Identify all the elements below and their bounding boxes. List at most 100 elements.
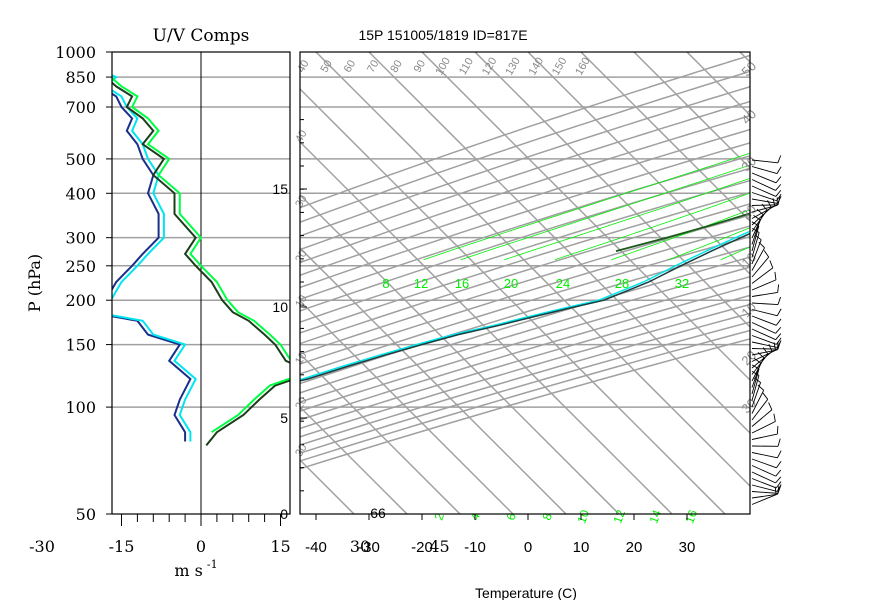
skewt-left-edge-label: 30: [293, 442, 310, 459]
skewt-isotherm: [739, 52, 750, 64]
skewt-dry-adiabat: [300, 128, 750, 277]
wind-barb-flag: [775, 184, 782, 191]
skewt-x-tick-label: -40: [305, 539, 327, 556]
skewt-theta-label: 28: [615, 276, 629, 291]
skewt-theta-label: 20: [504, 276, 518, 291]
uv-y-tick-label: 50: [76, 505, 96, 524]
wind-barb-staff: [751, 179, 776, 191]
skewt-labels: 40 50 60 70 80 90 100 110 12 0 130 140 150 160 8 12 16 20…: [272, 56, 759, 526]
skewt-mixing-ratio-line: [837, 52, 887, 159]
wind-barb-flag: [775, 481, 782, 489]
wind-barb-flag: [769, 260, 774, 269]
wind-barb-flag: [762, 347, 769, 355]
skewt-mixing-ratio-label: 8: [540, 511, 556, 522]
uv-x-tick-label: 15: [270, 537, 290, 556]
wind-barb-flag: [777, 438, 781, 447]
wind-barb-staff: [751, 493, 778, 499]
wind-barb-staff: [751, 267, 774, 284]
skewt-x-ticks: -40 -30 -20 -10 0 10 20 30: [305, 514, 695, 556]
wind-barb-staff: [751, 375, 760, 401]
wind-barb-staff: [751, 471, 776, 484]
wind-barb-staff: [751, 328, 776, 341]
wind-barb-flag: [752, 227, 760, 233]
wind-barb-flag: [776, 308, 782, 316]
skewt-panel: 15P 151005/1819 ID=817E 40 50 60 70 80 90 100 1…: [272, 27, 887, 600]
skewt-dry-adiabat: [300, 214, 750, 355]
skewt-left-edge-label: 20: [293, 395, 310, 412]
wind-barb-staff: [751, 214, 764, 239]
wind-barb-flag: [777, 450, 782, 458]
skewt-left-edge-label: 10: [293, 350, 310, 367]
skewt-top-label: 100: [433, 56, 453, 78]
uv-y-tick-label: 200: [65, 291, 96, 310]
wind-barb-flag: [774, 271, 777, 280]
skewt-dry-adiabat: [300, 303, 750, 438]
skewt-series: [300, 212, 750, 382]
skewt-dry-adiabat: [300, 235, 750, 375]
skewt-height-label: 15: [272, 181, 288, 197]
wind-barb-flag: [757, 352, 765, 359]
uv-y-tick-label: 1000: [55, 43, 96, 62]
uv-y-tick-label: 100: [65, 398, 96, 417]
wind-barb-flag: [775, 326, 782, 334]
wind-barb-staff: [751, 291, 778, 297]
skewt-dry-adiabat: [300, 246, 750, 385]
skewt-x-tick-label: -10: [464, 539, 486, 556]
wind-barb-flag: [767, 200, 772, 208]
wind-barb-flag: [753, 358, 761, 364]
wind-barb-staff: [751, 390, 765, 414]
skewt-profile-line: [300, 232, 750, 382]
skewt-moist-adiabat: [554, 192, 750, 261]
uv-y-tick-label: 150: [65, 336, 96, 355]
skewt-mixing-ratio-label: 12: [610, 508, 628, 526]
wind-barb-flag: [754, 234, 762, 241]
skewt-theta-label: 16: [455, 276, 469, 291]
skewt-dry-adiabat: [300, 191, 750, 334]
uv-y-tick-label: 400: [65, 184, 96, 203]
skewt-left-edge-label: 40: [293, 128, 310, 145]
skewt-mixing-ratio-label: 16: [682, 508, 700, 526]
skewt-mixing-ratio-label: 14: [646, 508, 664, 526]
skewt-isotherm: [300, 405, 408, 514]
skewt-moist-lines: [423, 52, 887, 261]
skewt-isotherm: [300, 246, 567, 514]
uv-x-unit-superscript: -1: [207, 558, 218, 571]
uv-series-line: [112, 76, 290, 434]
wind-barbs: [751, 155, 782, 505]
wind-barb-flag: [777, 196, 781, 205]
uv-series-line: [112, 76, 192, 442]
wind-barb-flag: [776, 166, 782, 174]
wind-barb-staff: [751, 491, 778, 494]
wind-barb-staff: [751, 341, 778, 348]
uv-y-tick-label: 300: [65, 229, 96, 248]
wind-barb-flag: [751, 370, 760, 376]
skewt-moist-adiabat: [460, 164, 750, 261]
wind-barb-flag: [777, 486, 780, 495]
skewt-dry-adiabat: [300, 285, 750, 421]
wind-barb-staff: [751, 198, 778, 204]
wind-barb-flag: [757, 384, 765, 391]
skewt-dry-adiabat: [300, 225, 750, 365]
wind-barb-staff: [751, 172, 777, 184]
uv-series: [112, 74, 290, 447]
skewt-moist-adiabat: [423, 152, 750, 261]
skewt-moist-adiabat: [504, 177, 750, 261]
uv-x-tick-label: 0: [196, 537, 206, 556]
skewt-dry-adiabat: [300, 154, 750, 301]
wind-barb-flag: [773, 413, 776, 422]
skewt-dry-adiabat: [300, 321, 750, 454]
skewt-isotherm: [368, 52, 750, 435]
skewt-height-label: 0: [280, 506, 288, 522]
wind-barb-staff: [751, 279, 777, 291]
uv-series-line: [112, 74, 197, 442]
wind-barb-staff: [751, 368, 760, 395]
skewt-top-label: 110: [457, 56, 476, 77]
skewt-top-label: 90: [412, 58, 429, 75]
wind-barb-staff: [751, 239, 762, 265]
skewt-x-tick-label: 20: [626, 539, 643, 556]
wind-barb-staff: [751, 309, 778, 317]
skewt-profile-line: [615, 212, 750, 252]
skewt-top-label: 70: [365, 58, 382, 75]
skewt-mixing-ratio-line: [792, 52, 887, 159]
